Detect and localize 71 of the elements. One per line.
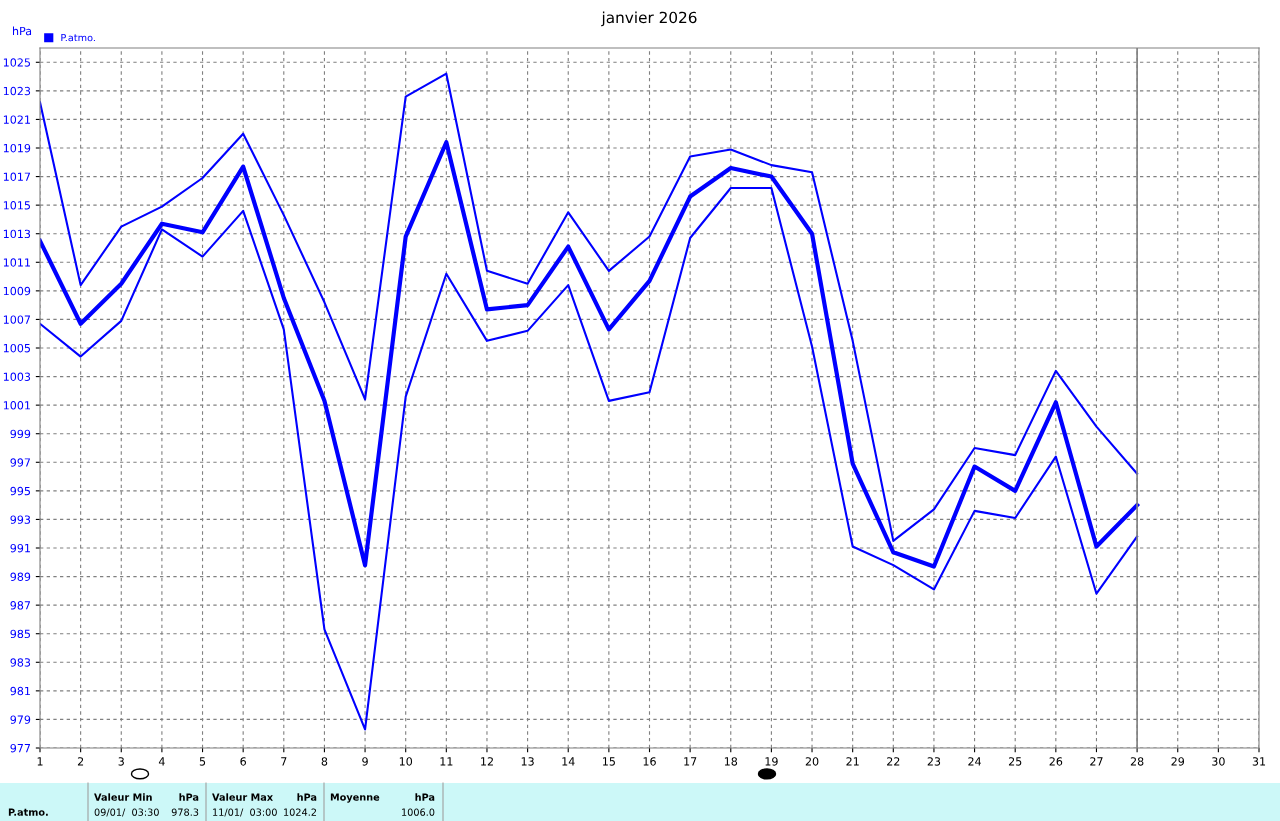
y-tick-label: 1021 [3,115,30,124]
y-tick-label: 1019 [3,143,31,153]
text: hPa [179,793,199,801]
y-tick-label: 1005 [3,343,30,353]
text: 978.3 [171,808,199,816]
x-tick-label: 12 [481,757,493,766]
text: 11/01/ 03:00 [213,808,277,817]
x-tick-label: 1 [37,757,43,766]
y-tick-label: 1017 [3,172,31,181]
text: P.atmo. [8,808,48,816]
legend-label: P.atmo. [61,34,95,42]
y-tick-label: 1015 [3,201,30,210]
y-tick-label: 995 [10,486,30,496]
x-tick-label: 4 [158,757,165,766]
y-tick-label: 983 [10,658,31,667]
y-tick-label: 989 [10,572,31,581]
y-tick-label: 1025 [3,58,30,67]
text: Valeur Max [212,793,273,801]
x-tick-label: 25 [1008,757,1022,766]
y-tick-label: 1003 [3,372,31,381]
x-tick-label: 20 [805,757,819,766]
y-tick-label: 991 [10,543,30,553]
x-tick-label: 10 [399,757,413,766]
y-tick-label: 977 [10,743,31,753]
x-tick-label: 27 [1090,757,1103,766]
x-tick-label: 26 [1049,757,1063,766]
text: Moyenne [330,793,380,803]
y-axis-title: hPa [13,26,32,36]
text: Valeur Min [94,793,152,801]
text: 1024.2 [284,808,317,816]
text: hPa [297,793,317,801]
x-tick-label: 3 [118,757,124,766]
y-tick-label: 1001 [3,401,30,410]
x-tick-label: 30 [1212,757,1225,766]
x-tick-label: 6 [240,757,246,766]
y-tick-label: 985 [10,629,30,639]
x-tick-label: 7 [281,757,287,766]
x-tick-label: 17 [684,757,697,766]
x-tick-label: 18 [724,757,738,766]
y-tick-label: 987 [10,601,31,610]
x-tick-label: 13 [521,757,534,766]
x-tick-label: 14 [562,757,575,766]
text: 09/01/ 03:30 [94,808,159,817]
y-tick-label: 999 [10,429,31,439]
x-tick-label: 5 [199,757,206,766]
x-tick-label: 24 [968,757,982,766]
y-tick-label: 1011 [3,258,30,267]
x-tick-label: 19 [765,757,778,766]
x-tick-label: 31 [1252,757,1266,766]
x-tick-label: 2 [77,757,84,766]
y-tick-label: 997 [10,458,31,467]
y-tick-label: 1009 [3,286,31,296]
x-tick-label: 21 [846,757,859,766]
x-tick-label: 29 [1171,757,1185,766]
y-tick-label: 1007 [3,315,31,324]
y-tick-label: 993 [10,515,31,524]
x-tick-label: 16 [643,757,656,766]
y-tick-label: 981 [10,686,30,696]
x-tick-label: 28 [1130,757,1144,766]
x-tick-label: 22 [887,757,900,766]
chart-title: janvier 2026 [601,11,697,27]
x-tick-label: 11 [440,757,453,766]
text: hPa [415,793,435,801]
x-tick-label: 15 [603,757,615,766]
y-tick-label: 1023 [3,86,31,96]
x-tick-label: 8 [321,757,328,766]
x-tick-label: 9 [362,757,368,766]
x-tick-label: 23 [927,757,941,766]
text: 1006.0 [402,808,435,816]
y-tick-label: 1013 [3,229,31,239]
y-tick-label: 979 [10,715,31,724]
